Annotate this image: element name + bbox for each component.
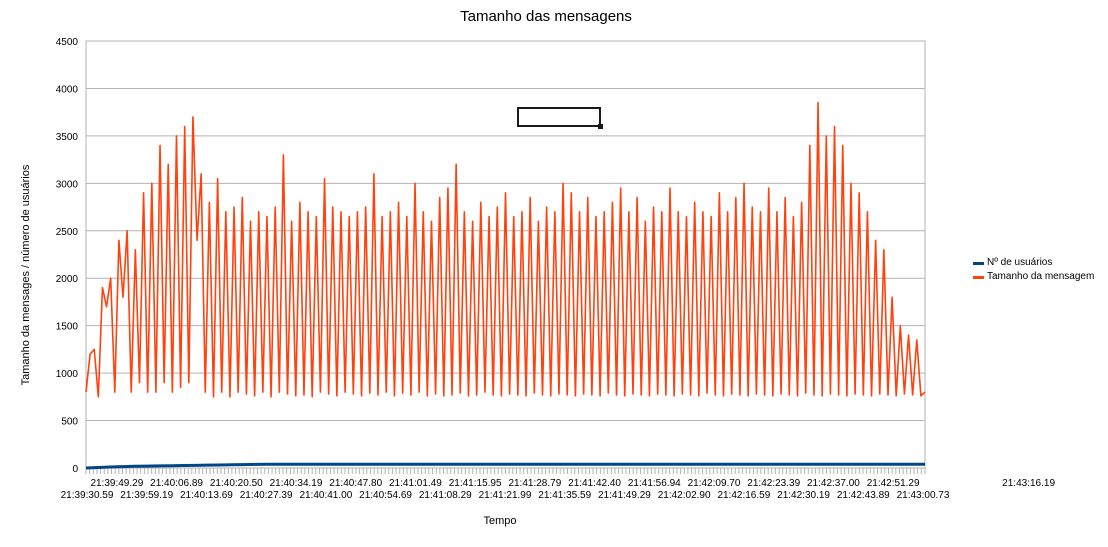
legend-item-users: Nº de usuários — [973, 256, 1094, 270]
legend-label-message-size: Tamanho da mensagem — [987, 271, 1095, 282]
legend-item-message-size: Tamanho da mensagem — [973, 270, 1094, 284]
x-tick-label: 21:40:20.50 — [210, 478, 263, 489]
chart-title: Tamanho das mensagens — [460, 8, 632, 25]
x-tick-label: 21:41:56.94 — [628, 478, 681, 489]
x-tick-label: 21:41:49.29 — [598, 490, 651, 501]
x-tick-label: 21:40:54.69 — [359, 490, 412, 501]
x-tick-label: 21:42:30.19 — [777, 490, 830, 501]
x-tick-label: 21:43:00.73 — [897, 490, 950, 501]
x-tick-label: 21:41:42.40 — [568, 478, 621, 489]
x-tick-label: 21:41:01.49 — [389, 478, 442, 489]
x-tick-label: 21:40:41.00 — [299, 490, 352, 501]
series-line-message-size — [85, 101, 926, 398]
plot-area — [85, 40, 926, 469]
x-tick-label-last: 21:43:16.19 — [1002, 478, 1055, 489]
x-tick-label: 21:42:43.89 — [837, 490, 890, 501]
x-tick-label: 21:42:02.90 — [658, 490, 711, 501]
selection-handle[interactable] — [598, 124, 603, 129]
y-tick-label-8: 4000 — [56, 84, 79, 95]
x-tick-label: 21:41:21.99 — [479, 490, 532, 501]
x-tick-label: 21:42:51.29 — [867, 478, 920, 489]
y-tick-label-1: 500 — [61, 417, 78, 428]
x-axis-label: Tempo — [483, 515, 516, 527]
y-tick-label-5: 2500 — [56, 227, 79, 238]
legend-swatch-users — [973, 261, 984, 265]
y-axis: 0 500 1000 1500 2000 2500 3000 3500 4000 4500 — [56, 37, 79, 475]
legend-swatch-message-size — [973, 275, 984, 279]
y-tick-label-6: 3000 — [56, 179, 79, 190]
y-tick-label-2: 1000 — [56, 369, 79, 380]
x-axis: 21:39:49.29 21:40:06.89 21:40:20.50 21:40:3… — [61, 468, 1055, 501]
y-tick-label-7: 3500 — [56, 132, 79, 143]
series-layer — [85, 101, 926, 470]
series-line-users — [85, 462, 925, 470]
legend: Nº de usuários Tamanho da mensagem — [973, 256, 1094, 284]
selection-rectangle[interactable] — [517, 107, 601, 127]
y-tick-label-3: 1500 — [56, 322, 79, 333]
x-tick-label: 21:39:49.29 — [90, 478, 143, 489]
x-tick-label: 21:41:28.79 — [508, 478, 561, 489]
x-tick-label: 21:42:09.70 — [688, 478, 741, 489]
y-tick-label-0: 0 — [72, 464, 78, 475]
x-tick-label: 21:41:35.59 — [538, 490, 591, 501]
y-tick-label-9: 4500 — [56, 37, 79, 48]
x-tick-label: 21:42:16.59 — [717, 490, 770, 501]
x-tick-label: 21:39:59.19 — [120, 490, 173, 501]
x-tick-label: 21:41:08.29 — [419, 490, 472, 501]
x-tick-label: 21:41:15.95 — [449, 478, 502, 489]
legend-label-users: Nº de usuários — [987, 257, 1053, 268]
x-tick-label: 21:42:23.39 — [747, 478, 800, 489]
x-tick-label: 21:40:27.39 — [240, 490, 293, 501]
x-tick-label: 21:40:47.80 — [329, 478, 382, 489]
x-tick-label: 21:40:06.89 — [150, 478, 203, 489]
grid — [86, 40, 925, 469]
x-tick-label: 21:40:34.19 — [270, 478, 323, 489]
x-tick-label: 21:42:37.00 — [807, 478, 860, 489]
y-axis-label: Tamanho da mensages / número de usuários — [20, 164, 32, 385]
y-tick-label-4: 2000 — [56, 274, 79, 285]
x-tick-label: 21:39:30.59 — [61, 490, 114, 501]
x-tick-label: 21:40:13.69 — [180, 490, 233, 501]
